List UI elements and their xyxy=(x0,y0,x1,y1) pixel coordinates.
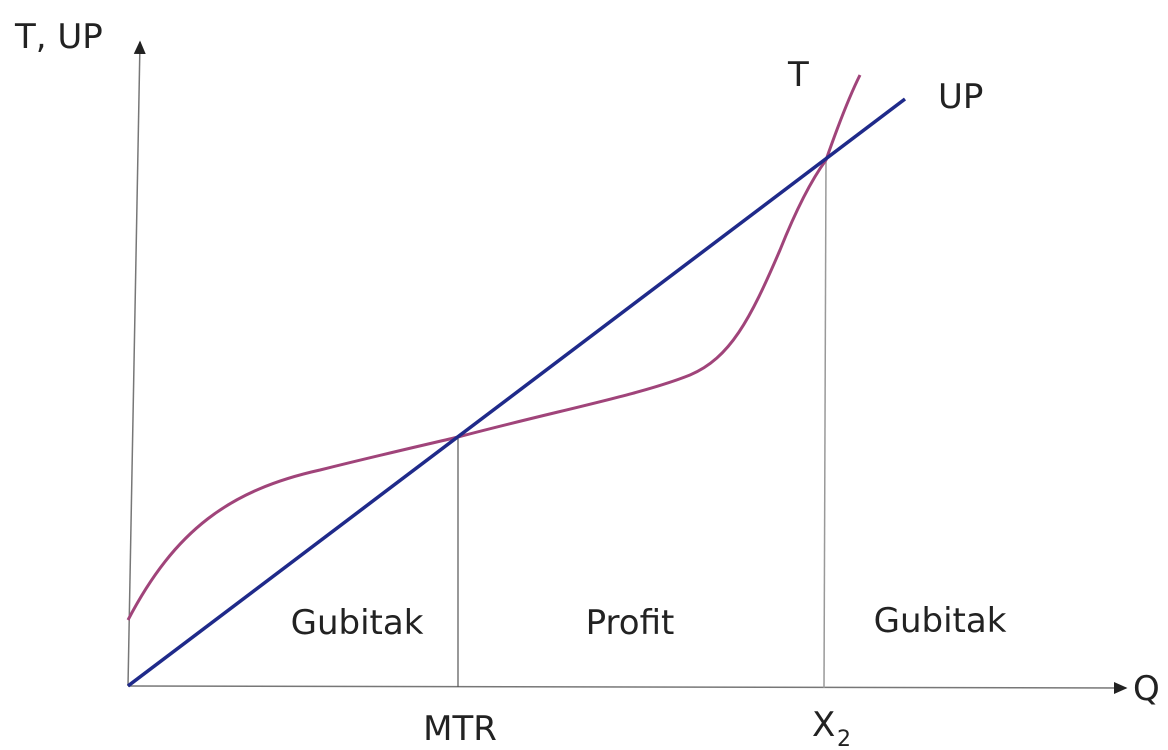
x2-line xyxy=(823,159,827,689)
region-label: Profit xyxy=(586,603,675,643)
point-label: X xyxy=(812,705,835,745)
region-label: Gubitak xyxy=(291,603,424,643)
point-subscript: 2 xyxy=(837,727,851,750)
up-label: UP xyxy=(938,77,983,117)
y-axis-label: T, UP xyxy=(14,17,103,57)
region-label: Gubitak xyxy=(874,601,1007,641)
t-curve xyxy=(126,74,862,621)
up-line xyxy=(126,97,907,688)
point-label: MTR xyxy=(423,709,497,749)
y-axis xyxy=(127,40,146,687)
x-axis xyxy=(127,681,1128,694)
t-label: T xyxy=(787,55,809,95)
x-axis-label: Q xyxy=(1133,669,1160,709)
